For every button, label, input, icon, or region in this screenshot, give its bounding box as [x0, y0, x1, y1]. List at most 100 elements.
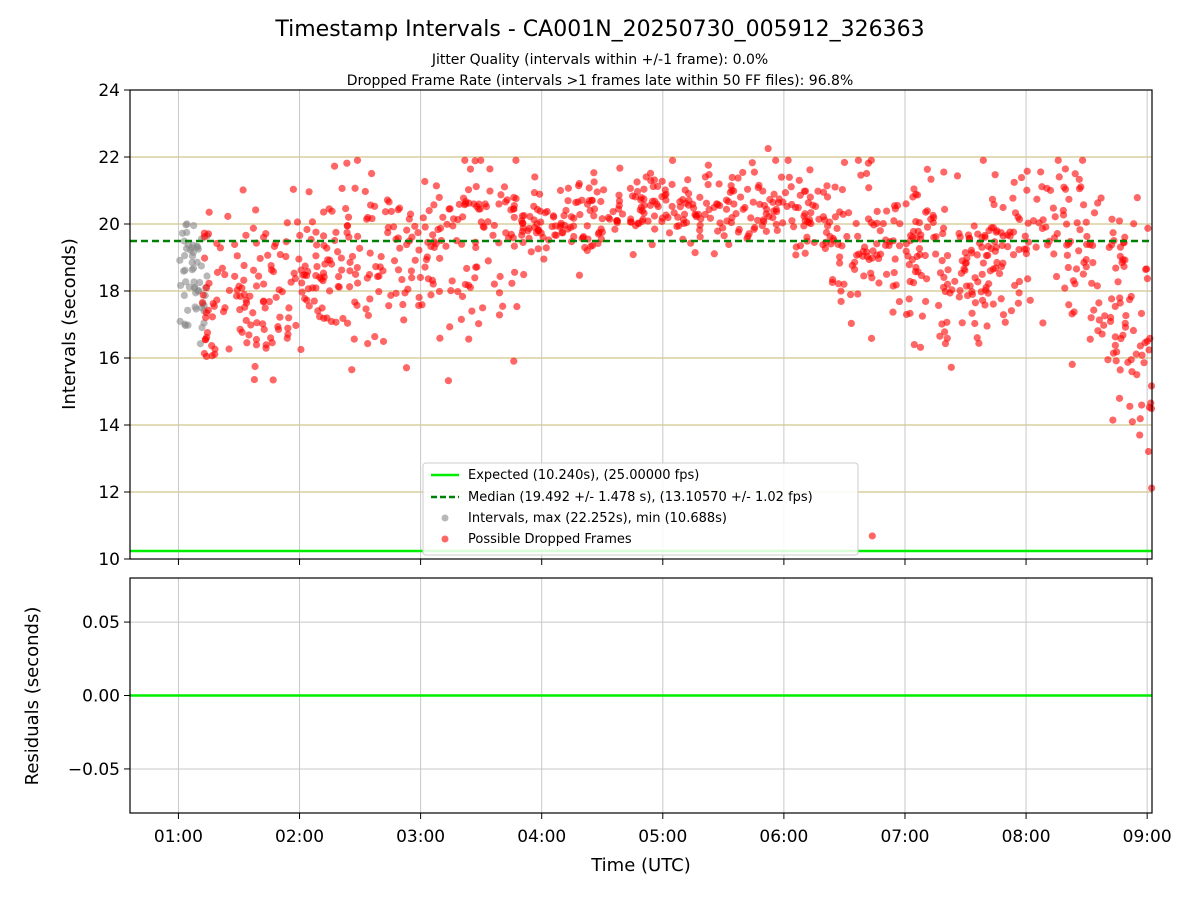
dropped-frame-point — [905, 295, 913, 303]
dropped-frame-point — [495, 289, 504, 297]
dropped-frame-point — [838, 242, 846, 250]
dropped-frame-point — [609, 208, 617, 216]
dropped-frame-point — [200, 233, 209, 241]
dropped-frame-point — [923, 275, 931, 283]
dropped-frame-point — [963, 254, 971, 262]
dropped-frame-point — [1094, 199, 1102, 207]
interval-point — [203, 272, 211, 280]
dropped-frame-point — [613, 217, 621, 225]
dropped-frame-point — [916, 343, 925, 351]
dropped-frame-point — [982, 286, 990, 294]
dropped-frame-point — [831, 183, 839, 191]
dropped-frame-point — [1095, 316, 1103, 324]
dropped-frame-point — [366, 295, 374, 303]
dropped-frame-point — [1132, 350, 1140, 358]
dropped-frame-point — [744, 232, 752, 240]
dropped-frame-point — [1130, 220, 1138, 228]
dropped-frame-point — [204, 306, 212, 314]
dropped-frame-point — [631, 222, 640, 230]
dropped-frame-point — [971, 274, 979, 282]
dropped-frame-point — [260, 325, 268, 334]
dropped-frame-point — [285, 304, 293, 312]
dropped-frame-point — [1121, 323, 1130, 331]
dropped-frame-point — [316, 313, 324, 321]
dropped-frame-point — [1061, 284, 1069, 292]
dropped-frame-point — [525, 224, 533, 232]
dropped-frame-point — [836, 253, 844, 261]
dropped-frame-point — [668, 180, 676, 189]
dropped-frame-point — [1112, 264, 1120, 272]
dropped-frame-point — [1090, 209, 1099, 217]
dropped-frame-point — [1126, 402, 1134, 410]
dropped-frame-point — [904, 252, 912, 260]
dropped-frame-point — [983, 322, 991, 330]
dropped-frame-point — [820, 216, 829, 224]
dropped-frame-point — [526, 212, 534, 221]
dropped-frame-point — [484, 218, 492, 226]
dropped-frame-point — [936, 269, 945, 277]
dropped-frame-point — [1089, 258, 1097, 267]
dropped-frame-point — [762, 210, 770, 218]
dropped-frame-point — [430, 201, 438, 209]
dropped-frame-point — [854, 290, 862, 298]
dropped-frame-point — [940, 168, 948, 176]
dropped-frame-point — [819, 188, 828, 196]
dropped-frame-point — [332, 228, 340, 236]
dropped-frame-point — [446, 323, 454, 331]
dropped-frame-point — [423, 253, 431, 261]
dropped-frame-point — [479, 304, 487, 312]
dropped-frame-point — [838, 185, 847, 194]
dropped-frame-point — [1124, 358, 1132, 366]
dropped-frame-point — [457, 315, 465, 324]
dropped-frame-point — [275, 286, 283, 294]
dropped-frame-point — [779, 219, 787, 227]
dropped-frame-point — [219, 307, 228, 316]
dropped-frame-point — [604, 213, 613, 222]
x-tick-label: 06:00 — [759, 827, 808, 847]
dropped-frame-point — [941, 205, 949, 213]
dropped-frame-point — [1051, 213, 1059, 221]
dropped-frame-point — [909, 227, 918, 236]
dropped-frame-point — [318, 304, 326, 312]
dropped-frame-point — [973, 251, 981, 259]
dropped-frame-point — [1021, 232, 1029, 240]
dropped-frame-point — [351, 270, 360, 278]
dropped-frame-point — [668, 156, 677, 165]
dropped-frame-point — [1063, 251, 1071, 259]
intervals-y-ticks: 10 12 14 16 18 20 22 24 — [98, 81, 130, 570]
dropped-frame-point — [366, 249, 374, 257]
dropped-frame-point — [259, 320, 267, 328]
dropped-frame-point — [626, 184, 635, 193]
dropped-frame-point — [490, 280, 499, 288]
dropped-frame-point — [399, 300, 407, 309]
dropped-frame-point — [650, 212, 659, 220]
dropped-frame-point — [270, 242, 279, 251]
interval-point — [181, 321, 190, 330]
dropped-frame-point — [259, 298, 267, 306]
dropped-frame-point — [651, 197, 659, 205]
dropped-frame-point — [367, 169, 376, 178]
dropped-frame-point — [772, 156, 780, 164]
dropped-frame-point — [864, 215, 873, 223]
dropped-frame-point — [415, 246, 423, 254]
dropped-frame-point — [1129, 326, 1138, 335]
dropped-frame-point — [1120, 262, 1128, 271]
intervals-y-tick-label: 24 — [98, 81, 120, 101]
dropped-frame-point — [421, 177, 429, 186]
dropped-frame-point — [978, 270, 986, 278]
dropped-frame-point — [379, 337, 388, 346]
dropped-frame-point — [970, 222, 978, 230]
dropped-frame-point — [408, 274, 416, 282]
dropped-frame-point — [442, 242, 450, 250]
dropped-frame-point — [407, 267, 416, 275]
dropped-frame-point — [304, 285, 313, 293]
residuals-y-tick-label: −0.05 — [68, 760, 120, 780]
dropped-frame-point — [646, 169, 655, 177]
dropped-frame-point — [989, 265, 997, 273]
dropped-frame-point — [575, 182, 583, 190]
dropped-frame-point — [455, 200, 463, 208]
dropped-frame-point — [238, 328, 246, 336]
dropped-frame-point — [896, 220, 904, 228]
dropped-frame-point — [411, 256, 419, 264]
dropped-frame-point — [854, 232, 862, 240]
